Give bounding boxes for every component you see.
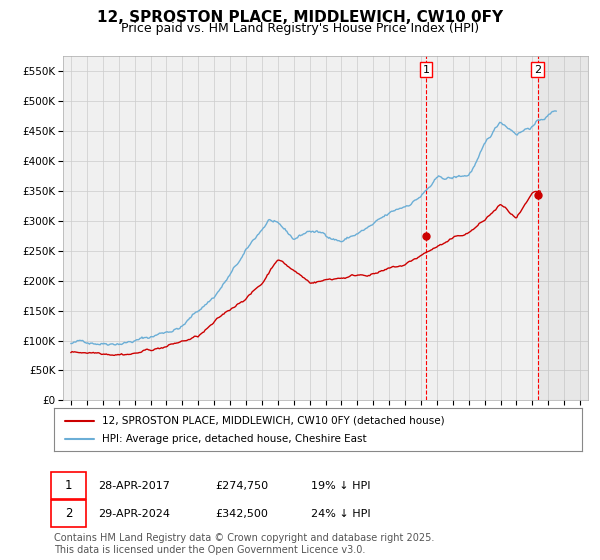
Text: 12, SPROSTON PLACE, MIDDLEWICH, CW10 0FY (detached house): 12, SPROSTON PLACE, MIDDLEWICH, CW10 0FY…	[101, 416, 444, 426]
Text: 12, SPROSTON PLACE, MIDDLEWICH, CW10 0FY: 12, SPROSTON PLACE, MIDDLEWICH, CW10 0FY	[97, 10, 503, 25]
Text: 24% ↓ HPI: 24% ↓ HPI	[311, 508, 370, 519]
Text: HPI: Average price, detached house, Cheshire East: HPI: Average price, detached house, Ches…	[101, 434, 366, 444]
Text: £342,500: £342,500	[215, 508, 268, 519]
Text: £274,750: £274,750	[215, 480, 268, 491]
Text: 19% ↓ HPI: 19% ↓ HPI	[311, 480, 370, 491]
Text: 28-APR-2017: 28-APR-2017	[98, 480, 170, 491]
Bar	[538, 56, 588, 400]
Text: 1: 1	[423, 64, 430, 74]
Text: 1: 1	[65, 479, 72, 492]
Text: Price paid vs. HM Land Registry's House Price Index (HPI): Price paid vs. HM Land Registry's House …	[121, 22, 479, 35]
Text: 29-APR-2024: 29-APR-2024	[98, 508, 170, 519]
Text: Contains HM Land Registry data © Crown copyright and database right 2025.
This d: Contains HM Land Registry data © Crown c…	[54, 533, 434, 555]
Text: 2: 2	[534, 64, 541, 74]
Text: 2: 2	[65, 507, 72, 520]
